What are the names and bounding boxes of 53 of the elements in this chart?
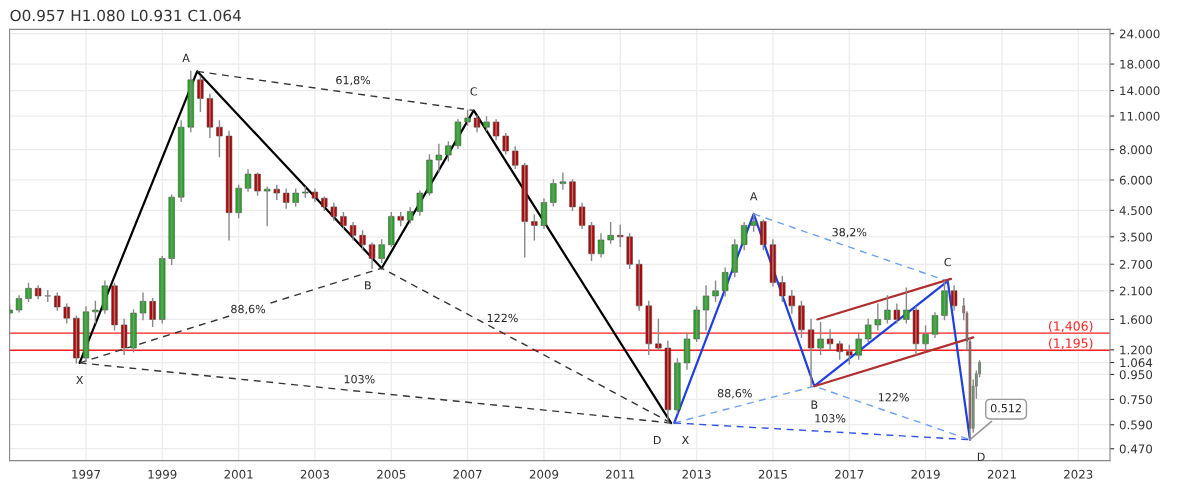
annotation: C [470, 87, 478, 96]
annotation: 88,6% [717, 389, 752, 399]
y-tick-label: 2.100 [1119, 286, 1153, 296]
y-tick-label: 0.590 [1119, 420, 1153, 430]
y-tick-label: 1.200 [1120, 345, 1153, 355]
annotation: B [811, 400, 818, 409]
annotation: X [681, 435, 689, 445]
y-tick-label: 0.750 [1119, 395, 1153, 405]
y-tick-label: 2.700 [1119, 259, 1153, 269]
annotation: B [365, 281, 371, 290]
annotation: C [944, 257, 951, 267]
x-tick-label: 1999 [148, 469, 177, 479]
ref-line-label: (1,195) [1049, 338, 1093, 350]
y-tick-label: 24.000 [1119, 29, 1160, 39]
y-tick-label: 1.064 [1120, 358, 1153, 368]
x-tick-label: 2005 [377, 469, 406, 479]
y-tick-label: 6.000 [1119, 175, 1153, 185]
x-tick-label: 2017 [835, 469, 864, 479]
annotation: 38,2% [832, 227, 867, 238]
annotation: 0.512 [990, 403, 1021, 413]
annotation: 88,6% [231, 304, 266, 315]
annotation: X [76, 375, 84, 385]
x-tick-label: 2013 [682, 469, 711, 479]
ref-line-label: (1,406) [1049, 321, 1093, 333]
x-tick-label: 2021 [987, 469, 1016, 479]
annotation: A [182, 53, 190, 62]
y-tick-label: 18.000 [1120, 59, 1160, 69]
y-tick-label: 4.500 [1119, 206, 1153, 215]
annotation: D [653, 435, 661, 445]
y-tick-label: 8.000 [1119, 145, 1153, 155]
annotation: 122% [487, 313, 518, 323]
annotation: 103% [344, 375, 375, 384]
y-tick-label: 0.470 [1119, 444, 1153, 454]
annotation: A [749, 192, 758, 201]
y-tick-label: 3.500 [1119, 232, 1153, 242]
annotation: 61,8% [336, 75, 371, 86]
annotation: D [977, 452, 985, 461]
y-tick-label: 1.600 [1120, 315, 1153, 325]
x-tick-label: 2011 [606, 469, 635, 479]
y-tick-label: 14.000 [1120, 86, 1160, 96]
y-tick-label: 0.950 [1119, 370, 1153, 380]
y-tick-label: 11.000 [1120, 111, 1160, 121]
annotation: 103% [815, 414, 846, 423]
annotation: 122% [878, 393, 909, 402]
x-tick-label: 2003 [300, 469, 329, 479]
x-tick-label: 2009 [529, 469, 559, 479]
x-tick-label: 2007 [453, 469, 482, 479]
x-tick-label: 2023 [1064, 469, 1093, 479]
x-tick-label: 2019 [911, 469, 940, 479]
x-tick-label: 1997 [72, 469, 100, 479]
x-tick-label: 2015 [758, 469, 787, 479]
chart-title: O0.957 H1.080 L0.931 C1.064 [10, 9, 241, 22]
x-tick-label: 2001 [224, 469, 253, 479]
